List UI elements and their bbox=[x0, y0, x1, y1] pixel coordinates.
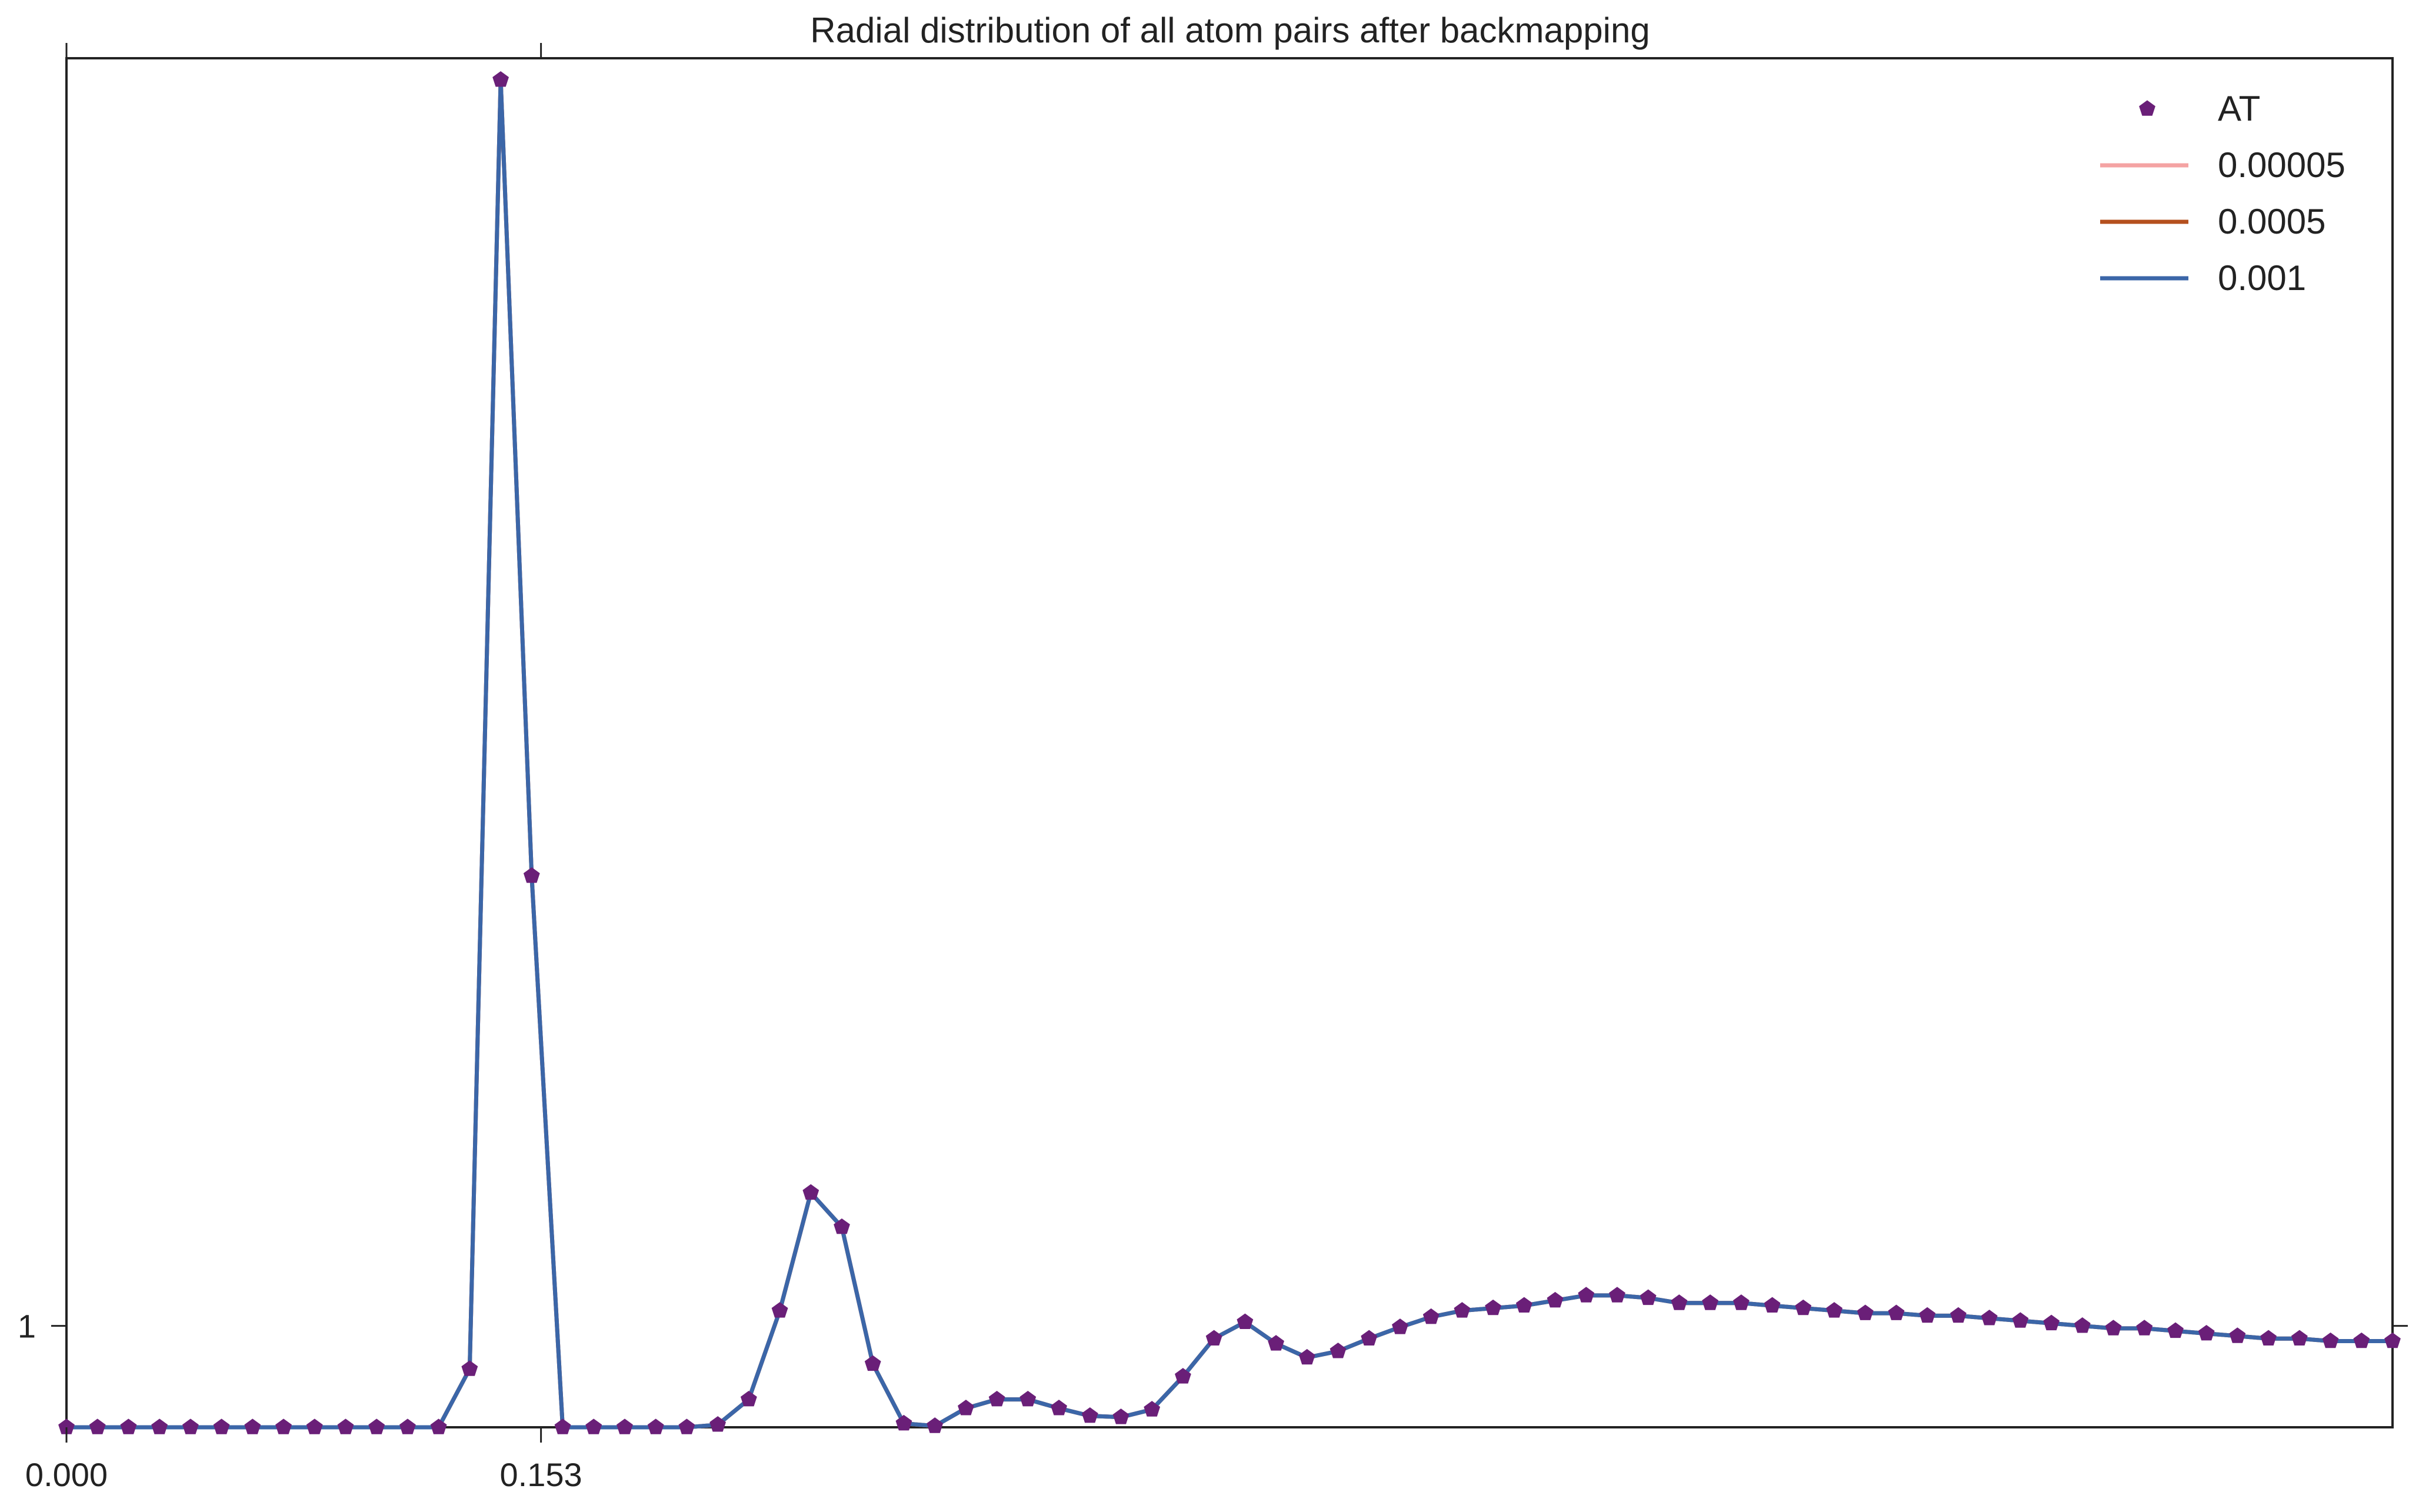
data-point-at bbox=[988, 1390, 1005, 1407]
data-point-at bbox=[1361, 1330, 1378, 1346]
data-point-at bbox=[430, 1418, 447, 1434]
data-point-at bbox=[213, 1418, 230, 1434]
chart-title: Radial distribution of all atom pairs af… bbox=[810, 11, 1650, 50]
data-point-at bbox=[1485, 1299, 1501, 1315]
data-point-at bbox=[1547, 1291, 1564, 1308]
legend-label: 0.0005 bbox=[2218, 202, 2326, 241]
data-point-at bbox=[1702, 1294, 1719, 1310]
data-point-at bbox=[2353, 1332, 2370, 1348]
series-lines bbox=[66, 78, 2393, 1430]
data-point-at bbox=[1268, 1335, 1284, 1351]
x-tick-label: 0.000 bbox=[25, 1456, 108, 1493]
series-line-0-00005 bbox=[66, 78, 2393, 1430]
legend-item-at: AT bbox=[2139, 89, 2260, 128]
data-point-at bbox=[1857, 1304, 1874, 1320]
data-point-at bbox=[399, 1418, 416, 1434]
legend-label: 0.00005 bbox=[2218, 145, 2345, 185]
data-point-at bbox=[740, 1390, 757, 1407]
data-point-at bbox=[958, 1400, 974, 1416]
data-point-at bbox=[89, 1418, 106, 1434]
data-point-at bbox=[2384, 1332, 2401, 1348]
data-point-at bbox=[895, 1414, 912, 1431]
data-point-at bbox=[1019, 1390, 1037, 1407]
data-point-at bbox=[1671, 1294, 1688, 1310]
x-tick-label: 0.153 bbox=[500, 1456, 582, 1493]
data-point-at bbox=[1919, 1307, 1936, 1323]
y-tick-label: 1 bbox=[18, 1308, 36, 1345]
data-point-at bbox=[120, 1418, 137, 1434]
data-point-at bbox=[182, 1418, 199, 1434]
legend-item-0-00005: 0.00005 bbox=[2100, 145, 2345, 185]
legend-label: AT bbox=[2218, 89, 2260, 128]
data-point-at bbox=[2322, 1332, 2339, 1348]
data-point-at bbox=[2136, 1320, 2153, 1336]
data-point-at bbox=[1888, 1304, 1905, 1320]
data-point-at bbox=[678, 1418, 695, 1434]
data-point-at bbox=[927, 1417, 944, 1433]
data-point-at bbox=[2198, 1324, 2215, 1341]
legend-item-0-0005: 0.0005 bbox=[2100, 202, 2326, 241]
data-point-at bbox=[1392, 1318, 1408, 1334]
data-point-at bbox=[1764, 1297, 1781, 1313]
data-point-at bbox=[1609, 1287, 1625, 1303]
axis-ticks: 0.000 0.153 1 bbox=[18, 43, 2408, 1493]
data-point-at bbox=[709, 1416, 726, 1432]
data-point-at bbox=[2260, 1330, 2277, 1346]
data-point-at bbox=[2043, 1314, 2060, 1331]
data-point-at bbox=[2167, 1322, 2184, 1338]
data-point-at bbox=[368, 1418, 385, 1434]
data-point-at bbox=[151, 1418, 168, 1434]
series-line-0-0005 bbox=[66, 78, 2393, 1430]
series-markers bbox=[58, 71, 2401, 1434]
data-point-at bbox=[2229, 1327, 2246, 1343]
legend-label: 0.001 bbox=[2218, 258, 2306, 298]
data-point-at bbox=[1422, 1308, 1440, 1324]
legend-item-0-001: 0.001 bbox=[2100, 258, 2306, 298]
data-point-at bbox=[1144, 1401, 1161, 1417]
data-point-at bbox=[337, 1418, 354, 1434]
data-point-at bbox=[1330, 1343, 1347, 1358]
data-point-at bbox=[554, 1418, 571, 1434]
data-point-at bbox=[1640, 1289, 1657, 1305]
data-point-at bbox=[1454, 1302, 1471, 1318]
data-point-at bbox=[585, 1418, 602, 1434]
data-point-at bbox=[2012, 1312, 2029, 1328]
data-point-at bbox=[1578, 1287, 1595, 1303]
data-point-at bbox=[2074, 1317, 2091, 1333]
data-point-at bbox=[1051, 1400, 1067, 1416]
data-point-at bbox=[1981, 1310, 1998, 1326]
data-point-at bbox=[2291, 1330, 2308, 1346]
data-point-at bbox=[647, 1418, 664, 1434]
legend-marker bbox=[2139, 100, 2155, 116]
data-point-at bbox=[617, 1418, 633, 1434]
data-point-at bbox=[1081, 1407, 1098, 1423]
data-point-at bbox=[1112, 1408, 1129, 1424]
data-point-at bbox=[1175, 1368, 1191, 1384]
data-point-at bbox=[1515, 1297, 1532, 1313]
data-point-at bbox=[275, 1418, 292, 1434]
legend: AT 0.00005 0.0005 0.001 bbox=[2100, 89, 2345, 298]
data-point-at bbox=[523, 867, 540, 883]
data-point-at bbox=[834, 1218, 850, 1234]
data-point-at bbox=[461, 1360, 478, 1376]
data-point-at bbox=[1237, 1313, 1254, 1329]
series-line-0-001 bbox=[66, 78, 2393, 1430]
data-point-at bbox=[1826, 1302, 1842, 1318]
data-point-at bbox=[306, 1418, 323, 1434]
data-point-at bbox=[1205, 1330, 1222, 1346]
plot-frame bbox=[65, 57, 2394, 1428]
data-point-at bbox=[1950, 1307, 1967, 1323]
data-point-at bbox=[771, 1302, 788, 1318]
data-point-at bbox=[802, 1184, 819, 1200]
data-point-at bbox=[2105, 1320, 2122, 1336]
data-point-at bbox=[864, 1355, 881, 1371]
data-point-at bbox=[1795, 1299, 1812, 1315]
data-point-at bbox=[1733, 1294, 1750, 1310]
data-point-at bbox=[492, 71, 509, 87]
data-point-at bbox=[1298, 1348, 1315, 1365]
data-point-at bbox=[244, 1418, 261, 1434]
